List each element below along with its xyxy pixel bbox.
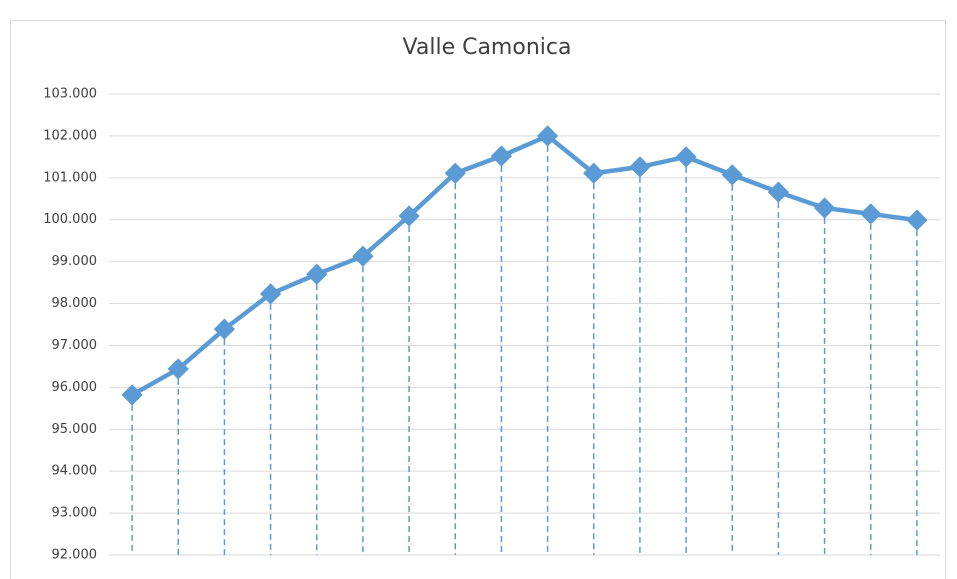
- marker: [675, 146, 697, 168]
- y-tick-label: 101.000: [43, 170, 97, 185]
- y-tick-label: 100.000: [43, 212, 97, 227]
- y-tick-label: 102.000: [43, 128, 97, 143]
- marker: [767, 181, 790, 203]
- y-tick-label: 96.000: [52, 380, 98, 395]
- y-tick-label: 92.000: [52, 548, 98, 563]
- y-tick-label: 98.000: [52, 296, 98, 311]
- y-tick-label: 93.000: [52, 506, 98, 521]
- marker: [583, 162, 605, 184]
- marker: [629, 156, 651, 178]
- marker: [721, 164, 743, 186]
- marker: [536, 125, 559, 147]
- marker: [813, 197, 836, 219]
- marker: [121, 384, 143, 406]
- marker: [860, 203, 882, 225]
- y-tick-label: 97.000: [52, 338, 98, 353]
- marker: [906, 209, 928, 231]
- chart-border: [10, 20, 946, 579]
- y-tick-label: 94.000: [52, 464, 98, 479]
- y-tick-label: 103.000: [43, 87, 97, 102]
- y-tick-label: 99.000: [52, 254, 98, 269]
- chart-title: Valle Camonica: [403, 35, 572, 60]
- y-tick-label: 95.000: [52, 422, 98, 437]
